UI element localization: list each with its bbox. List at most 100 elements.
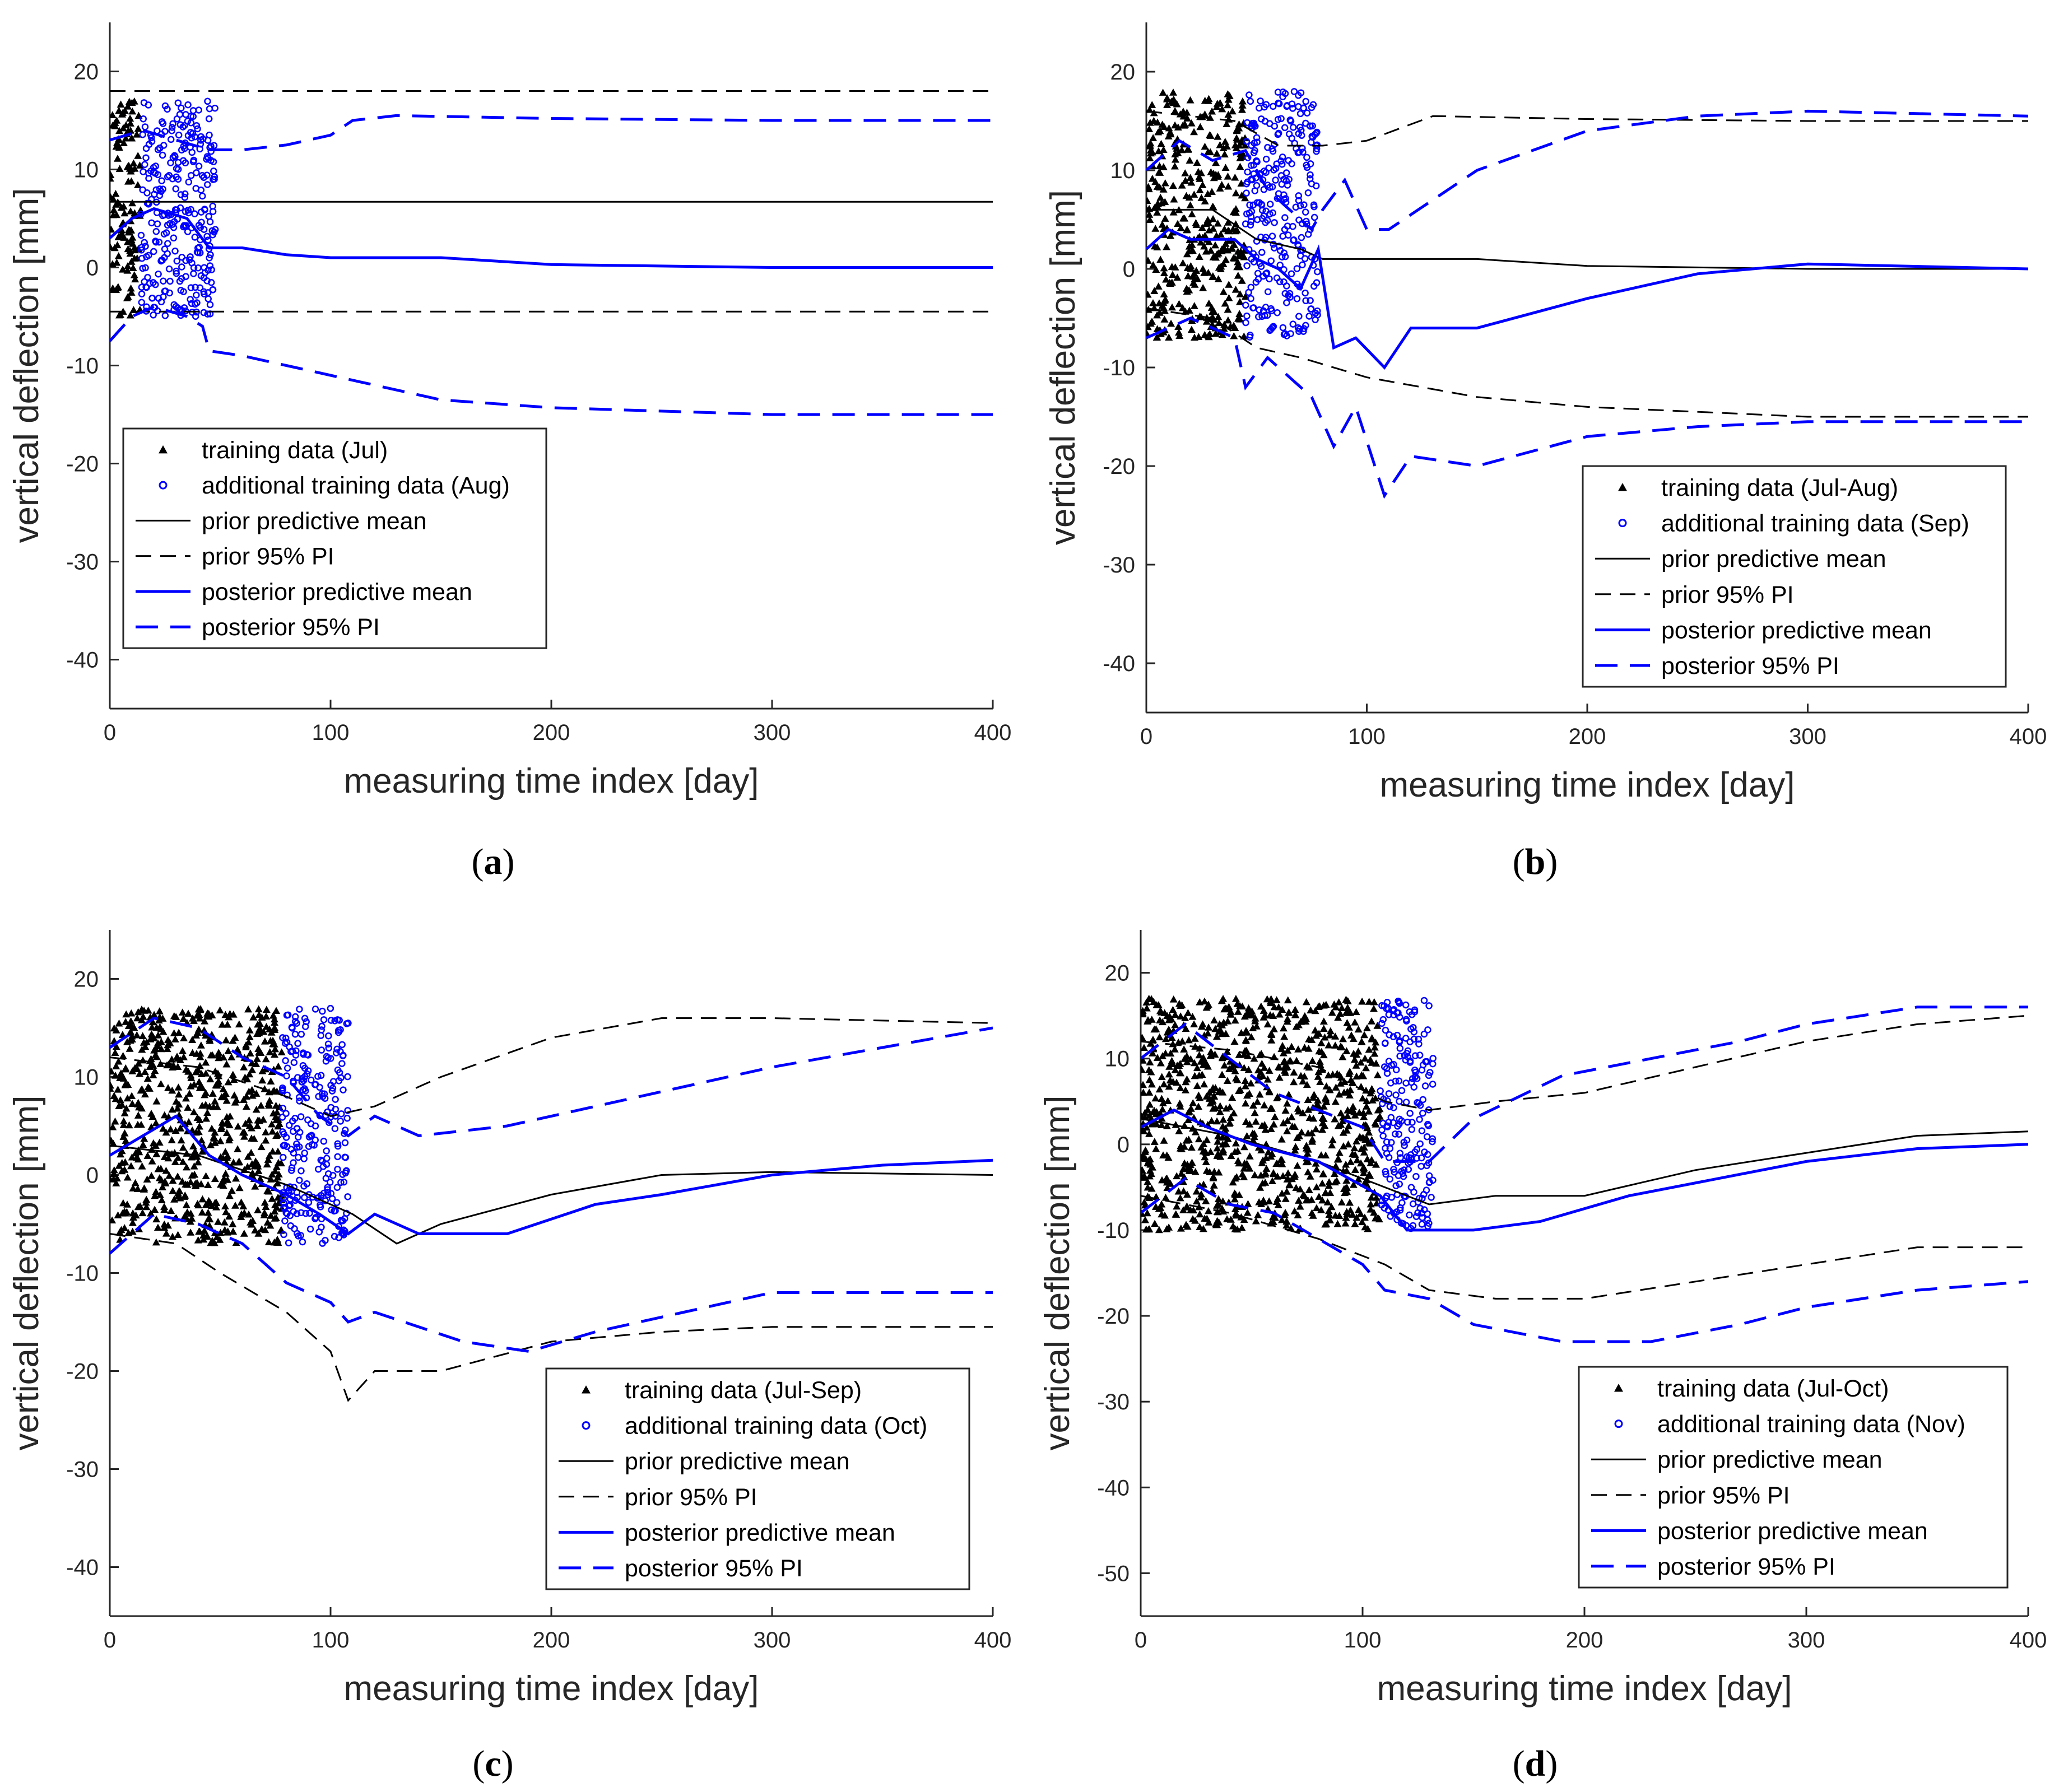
- training-point: [177, 1136, 185, 1144]
- training-point: [1197, 238, 1205, 246]
- additional-point: [1258, 313, 1266, 320]
- training-point: [179, 1143, 187, 1151]
- additional-point: [1295, 313, 1303, 320]
- training-point: [1251, 1109, 1259, 1116]
- training-point: [1252, 1217, 1260, 1225]
- legend-training-marker: [582, 1385, 591, 1394]
- additional-point: [1304, 189, 1312, 197]
- training-point: [206, 1075, 215, 1083]
- training-point: [110, 1067, 115, 1075]
- training-point: [1291, 1146, 1299, 1154]
- additional-point: [1409, 1222, 1417, 1230]
- additional-point: [1407, 1184, 1415, 1191]
- training-point: [1160, 269, 1168, 276]
- training-point: [1209, 272, 1217, 280]
- training-point: [245, 1070, 254, 1078]
- additional-point: [159, 185, 166, 193]
- training-point: [271, 1045, 280, 1053]
- training-point: [1221, 240, 1230, 247]
- training-point: [1222, 1104, 1230, 1112]
- training-point: [260, 1211, 268, 1218]
- additional-point: [1383, 1069, 1391, 1077]
- training-point: [1231, 285, 1240, 293]
- training-point: [1212, 1202, 1221, 1209]
- additional-point: [191, 210, 198, 217]
- training-point: [1235, 141, 1243, 149]
- training-point: [1165, 1223, 1173, 1231]
- additional-point: [331, 1125, 339, 1132]
- training-point: [1233, 136, 1242, 143]
- additional-point: [204, 295, 212, 302]
- additional-point: [302, 1209, 310, 1217]
- training-point: [1345, 1023, 1353, 1031]
- additional-point: [156, 185, 164, 193]
- training-point: [182, 1163, 190, 1171]
- legend: training data (Jul-Oct)additional traini…: [1578, 1366, 2009, 1589]
- training-point: [159, 1124, 168, 1132]
- additional-point: [142, 154, 150, 161]
- additional-point: [1385, 1154, 1393, 1161]
- training-point: [1154, 282, 1163, 290]
- training-point: [1193, 159, 1201, 166]
- additional-point: [1286, 294, 1294, 301]
- x-tick-label: 200: [533, 720, 570, 745]
- training-point: [1265, 1067, 1273, 1074]
- training-point: [1324, 1071, 1332, 1079]
- training-point: [1251, 1014, 1259, 1022]
- y-tick-label: -30: [66, 1458, 99, 1482]
- additional-point: [188, 300, 196, 308]
- training-point: [1304, 1129, 1312, 1137]
- training-point: [194, 1158, 202, 1166]
- training-point: [271, 1201, 279, 1208]
- training-point: [1175, 332, 1184, 339]
- training-point: [193, 1028, 202, 1036]
- legend-entry: prior 95% PI: [625, 1484, 757, 1511]
- additional-point: [303, 1070, 311, 1078]
- additional-point: [210, 228, 218, 236]
- training-point: [231, 1034, 239, 1041]
- additional-point: [282, 1034, 290, 1042]
- posterior-mean-line: [110, 207, 993, 269]
- training-point: [187, 1228, 195, 1236]
- additional-point: [1406, 1110, 1414, 1117]
- training-point: [112, 1062, 120, 1069]
- training-point: [1171, 263, 1179, 271]
- x-tick-label: 300: [1789, 724, 1826, 749]
- training-point: [1244, 1051, 1252, 1059]
- training-point: [266, 1097, 274, 1104]
- training-point: [1230, 1037, 1239, 1045]
- additional-point: [303, 1180, 311, 1188]
- additional-point: [327, 1113, 335, 1120]
- training-point: [1319, 1115, 1328, 1122]
- training-point: [1178, 181, 1186, 189]
- training-point: [219, 1181, 227, 1189]
- panel-a: 0 100 200 300 400-40-30-20-1001020measuring …: [7, 22, 1011, 882]
- training-point: [1319, 1025, 1328, 1032]
- additional-point: [138, 299, 146, 306]
- training-point: [1209, 215, 1217, 222]
- training-point: [113, 1174, 121, 1182]
- training-point: [1172, 1078, 1180, 1086]
- additional-point: [289, 1118, 296, 1125]
- training-point: [217, 1123, 226, 1130]
- additional-point: [319, 1007, 326, 1015]
- training-point: [1326, 1216, 1334, 1223]
- training-point: [1250, 1129, 1258, 1137]
- training-point: [1184, 146, 1192, 153]
- additional-point: [1275, 129, 1282, 137]
- additional-point: [312, 1081, 319, 1088]
- training-point: [1359, 1094, 1367, 1102]
- training-point: [1262, 1153, 1270, 1161]
- training-point: [147, 1209, 155, 1217]
- training-point: [1166, 232, 1175, 239]
- training-point: [1243, 1208, 1252, 1216]
- additional-point: [187, 284, 195, 291]
- additional-point: [154, 220, 161, 227]
- training-point: [227, 1186, 236, 1194]
- training-point: [271, 1207, 279, 1215]
- training-point: [117, 1150, 125, 1158]
- additional-point: [1411, 1052, 1419, 1059]
- training-point: [1285, 1180, 1294, 1188]
- training-point: [133, 131, 141, 138]
- training-point: [182, 1065, 190, 1073]
